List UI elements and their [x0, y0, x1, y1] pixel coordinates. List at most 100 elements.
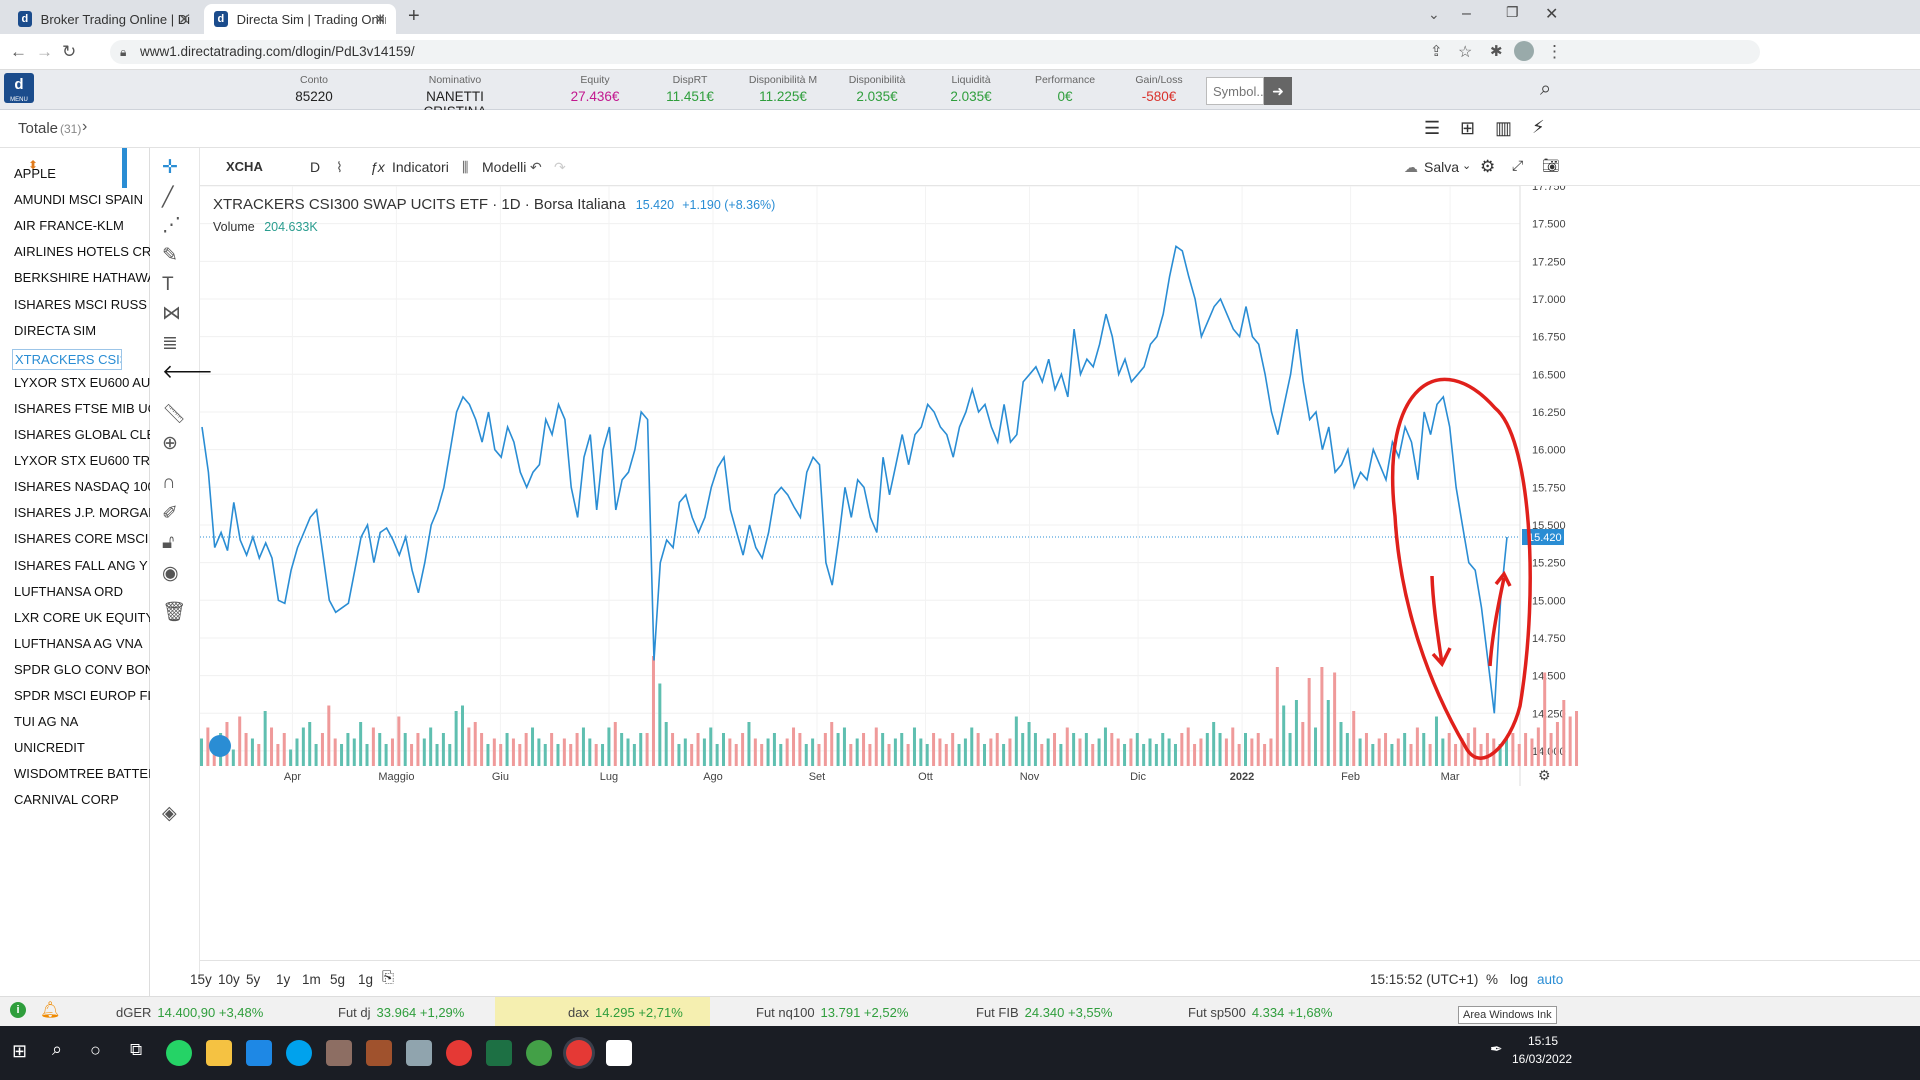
app-icon[interactable]: [326, 1040, 352, 1066]
crosshair-icon[interactable]: ✛: [162, 157, 178, 178]
new-tab-icon[interactable]: +: [408, 5, 420, 27]
chevron-right-icon[interactable]: ›: [82, 118, 88, 135]
close-window-icon[interactable]: ✕: [1545, 6, 1559, 23]
chart-svg[interactable]: 17.750 17.500 17.250 17.000 16.750 16.500 16.2…: [200, 181, 1920, 966]
watchlist-item[interactable]: ISHARES NASDAQ 100: [14, 479, 150, 495]
watchlist-item[interactable]: CARNIVAL CORP: [14, 792, 119, 808]
reload-icon[interactable]: ↻: [62, 42, 77, 61]
ruler-icon[interactable]: 📏︎: [162, 404, 187, 425]
prediction-tool-icon[interactable]: ≣: [162, 333, 178, 354]
portfolio-title[interactable]: Totale: [18, 120, 59, 137]
fullscreen-icon[interactable]: ⤢: [1512, 157, 1524, 173]
watchlist-item[interactable]: BERKSHIRE HATHAWA: [14, 270, 150, 286]
watchlist-item[interactable]: ISHARES J.P. MORGAI: [14, 505, 150, 521]
forward-icon[interactable]: →: [36, 42, 53, 61]
skype-icon[interactable]: [286, 1040, 312, 1066]
calendar-range-icon[interactable]: ⎘: [382, 969, 395, 986]
text-tool-icon[interactable]: T: [162, 274, 174, 295]
minimize-icon[interactable]: –: [1462, 5, 1471, 22]
tab-search-icon[interactable]: ⌄: [1428, 6, 1440, 22]
app-icon-3[interactable]: [406, 1040, 432, 1066]
grid-view-icon[interactable]: ⊞: [1460, 118, 1476, 138]
menu-dots-icon[interactable]: ⋮: [1546, 42, 1563, 61]
lock-draw-icon[interactable]: ✐: [162, 503, 178, 524]
templates-button[interactable]: Modelli: [482, 159, 527, 175]
watchlist-item[interactable]: ISHARES FALL ANG Y: [14, 557, 148, 573]
interval-button[interactable]: D: [310, 159, 321, 175]
bookmark-star-icon[interactable]: ☆: [1458, 44, 1473, 61]
tab-directa-active[interactable]: d Directa Sim | Trading Online sinc ✕: [204, 4, 396, 34]
watchlist-item[interactable]: LUFTHANSA AG VNA: [14, 635, 143, 651]
watchlist-item[interactable]: ISHARES CORE MSCI: [14, 531, 149, 547]
unlock-icon[interactable]: 🔓︎: [162, 532, 175, 553]
log-toggle[interactable]: log: [1510, 972, 1529, 987]
watchlist-item[interactable]: AIRLINES HOTELS CR: [14, 244, 150, 260]
directa-logo-icon[interactable]: d MENU: [4, 73, 34, 103]
symbol-search-input[interactable]: [1206, 77, 1264, 105]
fib-tool-icon[interactable]: ⋰: [162, 215, 181, 236]
profile-avatar[interactable]: [1514, 41, 1534, 61]
excel-icon[interactable]: [486, 1040, 512, 1066]
watchlist-item[interactable]: ISHARES MSCI RUSS .: [14, 296, 150, 312]
ticker-item[interactable]: Fut nq100 13.791 +2,52%: [756, 1005, 908, 1020]
watchlist-item[interactable]: ISHARES GLOBAL CLE: [14, 427, 150, 442]
watchlist-item[interactable]: AMUNDI MSCI SPAIN: [14, 192, 144, 208]
undo-icon[interactable]: ↶: [530, 159, 542, 175]
search-icon[interactable]: ⌕: [1540, 78, 1552, 100]
extensions-icon[interactable]: ✱: [1490, 43, 1503, 60]
range-button-10y[interactable]: 10y: [218, 972, 240, 987]
symbol-label[interactable]: XCHA: [226, 159, 263, 174]
price-chart[interactable]: 17.750 17.500 17.250 17.000 16.750 16.500 16.2…: [200, 181, 1920, 966]
brush-icon[interactable]: ✎: [162, 245, 178, 266]
watchlist-item[interactable]: UNICREDIT: [14, 740, 85, 756]
back-arrow-icon[interactable]: 🡐: [162, 362, 213, 383]
range-button-1m[interactable]: 1m: [302, 972, 321, 987]
app-icon-2[interactable]: [366, 1040, 392, 1066]
watchlist-item[interactable]: AIR FRANCE-KLM: [14, 218, 124, 234]
watchlist-item[interactable]: XTRACKERS CSI300 S: [12, 348, 122, 370]
go-arrow-button[interactable]: ➜: [1264, 77, 1292, 105]
pen-icon[interactable]: ✒︎: [1490, 1041, 1503, 1058]
range-button-5y[interactable]: 5y: [246, 972, 261, 987]
trendline-icon[interactable]: ╱: [162, 187, 174, 208]
ticker-item[interactable]: Fut sp500 4.334 +1,68%: [1188, 1005, 1332, 1020]
layout-view-icon[interactable]: ▥: [1495, 118, 1513, 138]
watchlist-item[interactable]: LYXOR STX EU600 TR: [14, 453, 150, 469]
close-tab-icon[interactable]: ✕: [374, 10, 386, 27]
info-icon[interactable]: i: [10, 1002, 26, 1018]
bell-icon[interactable]: 🔔︎: [40, 1002, 61, 1019]
save-button[interactable]: Salva: [1424, 159, 1460, 175]
indicators-button[interactable]: Indicatori: [392, 159, 449, 175]
sort-arrows-icon[interactable]: ⬍: [28, 158, 39, 172]
range-button-1y[interactable]: 1y: [276, 972, 291, 987]
watchlist-item[interactable]: ISHARES FTSE MIB UC: [14, 400, 150, 416]
trash-icon[interactable]: 🗑︎: [162, 602, 187, 623]
zoom-in-icon[interactable]: ⊕: [162, 433, 178, 454]
file-explorer-icon[interactable]: [206, 1040, 232, 1066]
share-icon[interactable]: ⇪: [1430, 43, 1443, 60]
range-button-5g[interactable]: 5g: [330, 972, 346, 987]
range-button-1g[interactable]: 1g: [358, 972, 374, 987]
percent-toggle[interactable]: %: [1486, 972, 1499, 987]
chrome-icon-2[interactable]: [526, 1040, 552, 1066]
watchlist-item[interactable]: SPDR GLO CONV BON: [14, 661, 150, 677]
store-icon[interactable]: [246, 1040, 272, 1066]
watchlist-item[interactable]: SPDR MSCI EUROP FI: [14, 688, 150, 703]
tab-broker[interactable]: d Broker Trading Online | Directa S ✕: [8, 4, 200, 34]
ticker-item[interactable]: dax 14.295 +2,71%: [568, 1005, 683, 1020]
watchlist-item[interactable]: TUI AG NA: [14, 714, 79, 730]
watchlist-item[interactable]: LUFTHANSA ORD: [14, 583, 124, 599]
list-view-icon[interactable]: ☰: [1424, 118, 1441, 138]
camera-icon[interactable]: 📷︎: [1542, 157, 1560, 173]
chrome-icon-active[interactable]: [566, 1040, 592, 1066]
ticker-item[interactable]: Fut dj 33.964 +1,29%: [338, 1005, 464, 1020]
watchlist-item[interactable]: DIRECTA SIM: [14, 322, 97, 338]
taskbar-search-icon[interactable]: ⌕: [52, 1039, 63, 1059]
task-view-icon[interactable]: ⧉: [130, 1040, 143, 1059]
watchlist-item[interactable]: APPLE: [14, 166, 56, 181]
close-tab-icon[interactable]: ✕: [178, 10, 190, 27]
url-field[interactable]: 🔒︎ www1.directatrading.com/dlogin/PdL3v1…: [110, 40, 1760, 64]
cortana-icon[interactable]: ○: [90, 1040, 101, 1060]
lightning-icon[interactable]: ⚡︎: [1532, 117, 1545, 137]
chrome-icon[interactable]: [446, 1040, 472, 1066]
